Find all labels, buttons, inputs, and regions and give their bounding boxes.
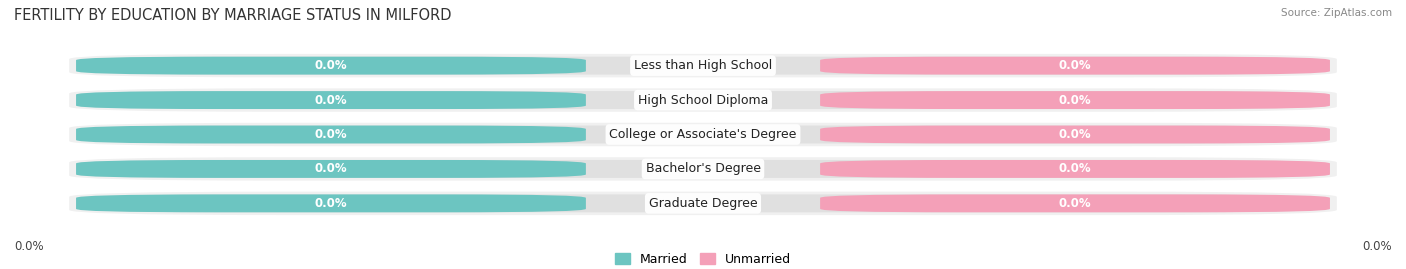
Text: 0.0%: 0.0%	[315, 128, 347, 141]
FancyBboxPatch shape	[820, 91, 1330, 109]
Text: High School Diploma: High School Diploma	[638, 94, 768, 107]
FancyBboxPatch shape	[76, 126, 586, 143]
Text: 0.0%: 0.0%	[1362, 240, 1392, 253]
Legend: Married, Unmarried: Married, Unmarried	[614, 253, 792, 266]
Text: 0.0%: 0.0%	[1059, 162, 1091, 175]
FancyBboxPatch shape	[69, 123, 1337, 146]
FancyBboxPatch shape	[820, 126, 1330, 143]
FancyBboxPatch shape	[76, 91, 1330, 109]
FancyBboxPatch shape	[76, 57, 1330, 75]
Text: Less than High School: Less than High School	[634, 59, 772, 72]
Text: 0.0%: 0.0%	[1059, 59, 1091, 72]
Text: 0.0%: 0.0%	[1059, 128, 1091, 141]
Text: 0.0%: 0.0%	[315, 162, 347, 175]
FancyBboxPatch shape	[76, 126, 1330, 143]
Text: 0.0%: 0.0%	[315, 197, 347, 210]
Text: 0.0%: 0.0%	[315, 59, 347, 72]
FancyBboxPatch shape	[76, 57, 586, 75]
FancyBboxPatch shape	[820, 160, 1330, 178]
Text: FERTILITY BY EDUCATION BY MARRIAGE STATUS IN MILFORD: FERTILITY BY EDUCATION BY MARRIAGE STATU…	[14, 8, 451, 23]
FancyBboxPatch shape	[69, 192, 1337, 215]
FancyBboxPatch shape	[820, 194, 1330, 212]
Text: Bachelor's Degree: Bachelor's Degree	[645, 162, 761, 175]
FancyBboxPatch shape	[76, 194, 1330, 212]
Text: College or Associate's Degree: College or Associate's Degree	[609, 128, 797, 141]
Text: 0.0%: 0.0%	[1059, 197, 1091, 210]
Text: Graduate Degree: Graduate Degree	[648, 197, 758, 210]
FancyBboxPatch shape	[69, 157, 1337, 181]
Text: 0.0%: 0.0%	[14, 240, 44, 253]
FancyBboxPatch shape	[69, 88, 1337, 112]
FancyBboxPatch shape	[69, 54, 1337, 77]
FancyBboxPatch shape	[76, 194, 586, 212]
Text: 0.0%: 0.0%	[315, 94, 347, 107]
FancyBboxPatch shape	[820, 57, 1330, 75]
FancyBboxPatch shape	[76, 160, 586, 178]
Text: 0.0%: 0.0%	[1059, 94, 1091, 107]
FancyBboxPatch shape	[76, 160, 1330, 178]
FancyBboxPatch shape	[76, 91, 586, 109]
Text: Source: ZipAtlas.com: Source: ZipAtlas.com	[1281, 8, 1392, 18]
